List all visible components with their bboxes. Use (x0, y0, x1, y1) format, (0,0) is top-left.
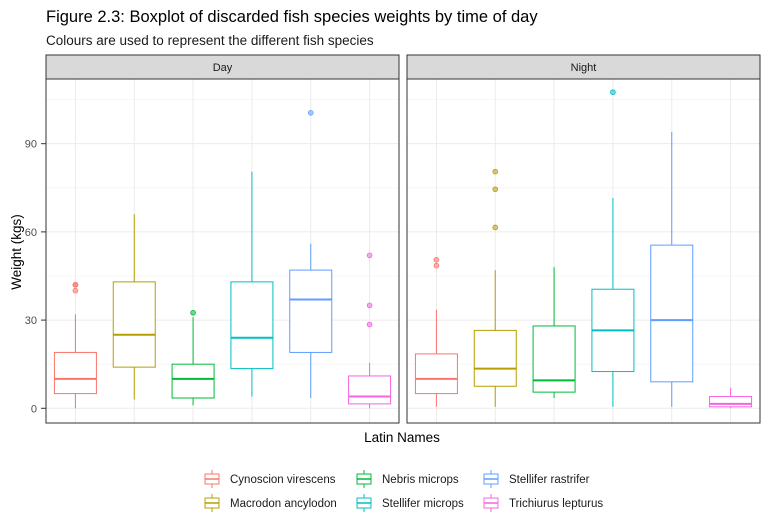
iqr-box (650, 244, 694, 383)
y-tick-label: 60 (25, 227, 37, 239)
y-tick-label: 30 (25, 315, 37, 327)
iqr-box (348, 375, 392, 405)
outlier-point (366, 321, 373, 328)
outlier-point (492, 186, 499, 193)
chart-title: Figure 2.3: Boxplot of discarded fish sp… (46, 8, 538, 26)
box-nebris-microps (532, 267, 576, 399)
box-macrodon-ancylodon (473, 168, 517, 407)
legend-item: Nebris microps (354, 469, 459, 489)
iqr-box (171, 363, 215, 399)
outlier-point (72, 287, 79, 294)
box-cynoscion-virescens (53, 282, 97, 409)
outlier-point (433, 257, 440, 263)
iqr-box (112, 281, 156, 368)
iqr-box (414, 353, 458, 395)
outlier-point (307, 110, 314, 116)
outlier-point (610, 89, 616, 96)
box-trichiurus-lepturus (709, 387, 753, 409)
legend: Cynoscion virescens Macrodon ancylodon Neb… (202, 469, 603, 513)
chart-subtitle: Colours are used to represent the differ… (46, 33, 374, 48)
facet-panels: Day Night (45, 54, 761, 424)
x-axis-title: Latin Names (364, 430, 440, 445)
panel-background (407, 79, 760, 423)
y-axis-title: Weight (kgs) (9, 214, 24, 290)
legend-item: Macrodon ancylodon (202, 493, 337, 513)
iqr-box (473, 329, 517, 387)
facet-strip-label: Night (571, 62, 597, 74)
legend-label: Stellifer rastrifer (509, 474, 590, 486)
panel-background (46, 79, 399, 423)
y-tick-label: 0 (31, 403, 37, 415)
iqr-box (289, 269, 333, 353)
panel-border (45, 78, 400, 424)
legend-label: Macrodon ancylodon (230, 498, 337, 510)
box-stellifer-microps (230, 171, 274, 397)
legend-item: Stellifer rastrifer (481, 469, 590, 489)
panel-1: Night (406, 54, 761, 424)
legend-label: Trichiurus lepturus (509, 498, 603, 510)
y-axis: 0 30 60 90 (25, 139, 46, 415)
y-tick-label: 90 (25, 139, 37, 151)
iqr-box (709, 396, 753, 408)
outlier-point (72, 282, 79, 288)
outlier-point (492, 224, 499, 231)
legend-item: Trichiurus lepturus (481, 493, 603, 513)
outlier-point (433, 262, 440, 269)
iqr-box (230, 281, 274, 370)
iqr-box (53, 351, 97, 395)
panel-0: Day (45, 54, 400, 424)
box-macrodon-ancylodon (112, 214, 156, 400)
outlier-point (366, 252, 373, 259)
box-trichiurus-lepturus (348, 252, 392, 409)
panel-border (406, 78, 761, 424)
outlier-point (190, 309, 196, 316)
box-stellifer-rastrifer (650, 131, 694, 407)
legend-label: Stellifer microps (382, 498, 464, 510)
box-stellifer-rastrifer (289, 110, 333, 399)
outlier-point (366, 302, 373, 309)
legend-item: Cynoscion virescens (202, 469, 336, 489)
box-cynoscion-virescens (414, 257, 458, 407)
box-stellifer-microps (591, 89, 635, 407)
outlier-point (492, 168, 499, 175)
facet-strip (45, 54, 400, 80)
legend-item: Stellifer microps (354, 493, 464, 513)
box-nebris-microps (171, 309, 215, 406)
facet-strip-label: Day (213, 62, 233, 74)
legend-label: Nebris microps (382, 474, 459, 486)
iqr-box (532, 325, 576, 393)
legend-label: Cynoscion virescens (230, 474, 336, 486)
